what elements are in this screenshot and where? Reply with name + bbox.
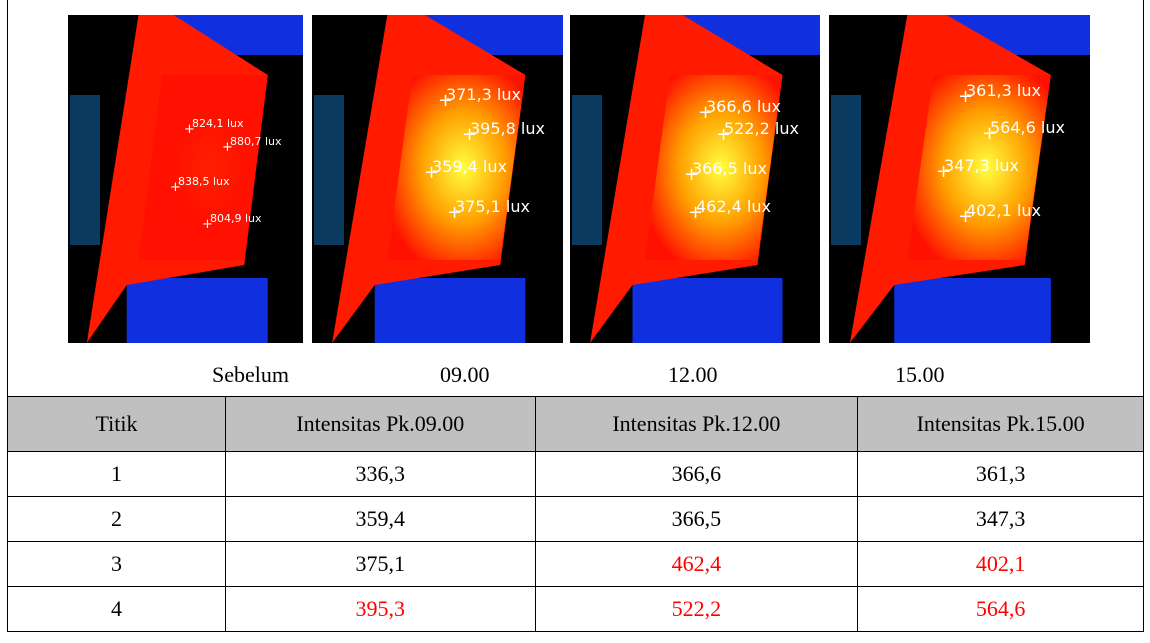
lux-label: 402,1 lux — [966, 201, 1041, 220]
table-cell: 1 — [8, 452, 226, 497]
table-cell: 366,6 — [535, 452, 858, 497]
blue-zone — [633, 278, 783, 343]
lux-label: 804,9 lux — [210, 212, 262, 225]
noise — [70, 95, 100, 245]
table-cell: 4 — [8, 587, 226, 632]
lux-label: 564,6 lux — [990, 118, 1065, 137]
image-caption: Sebelum — [212, 362, 289, 388]
thermal-image: +361,3 lux+564,6 lux+347,3 lux+402,1 lux — [829, 15, 1090, 343]
noise — [572, 95, 602, 245]
lux-label: 838,5 lux — [178, 175, 230, 188]
thermal-image: +366,6 lux+522,2 lux+366,5 lux+462,4 lux — [570, 15, 820, 343]
thermal-image: +371,3 lux+395,8 lux+359,4 lux+375,1 lux — [312, 15, 563, 343]
image-caption: 12.00 — [668, 362, 718, 388]
table-cell: 336,3 — [225, 452, 535, 497]
table-cell: 359,4 — [225, 497, 535, 542]
table-cell: 395,3 — [225, 587, 535, 632]
lux-label: 361,3 lux — [966, 81, 1041, 100]
image-caption: 09.00 — [440, 362, 490, 388]
lux-label: 366,6 lux — [706, 97, 781, 116]
header-cell: Intensitas Pk.15.00 — [858, 397, 1144, 452]
lux-label: 395,8 lux — [470, 119, 545, 138]
lux-label: 522,2 lux — [724, 119, 799, 138]
blue-zone — [127, 278, 268, 343]
table-cell: 375,1 — [225, 542, 535, 587]
blue-zone — [375, 278, 526, 343]
table-cell: 522,2 — [535, 587, 858, 632]
table-cell: 564,6 — [858, 587, 1144, 632]
image-caption: 15.00 — [895, 362, 945, 388]
lux-label: 462,4 lux — [696, 197, 771, 216]
table-cell: 3 — [8, 542, 226, 587]
blue-zone — [894, 278, 1051, 343]
table-cell: 2 — [8, 497, 226, 542]
table-cell: 361,3 — [858, 452, 1144, 497]
page: TitikIntensitas Pk.09.00Intensitas Pk.12… — [0, 0, 1150, 643]
header-cell: Titik — [8, 397, 226, 452]
lux-label: 359,4 lux — [432, 157, 507, 176]
thermal-image: +824,1 lux+880,7 lux+838,5 lux+804,9 lux — [68, 15, 303, 343]
lux-label: 347,3 lux — [944, 156, 1019, 175]
table-cell: 402,1 — [858, 542, 1144, 587]
header-cell: Intensitas Pk.09.00 — [225, 397, 535, 452]
lux-label: 371,3 lux — [446, 85, 521, 104]
header-cell: Intensitas Pk.12.00 — [535, 397, 858, 452]
noise — [314, 95, 344, 245]
lux-label: 366,5 lux — [692, 159, 767, 178]
table-cell: 462,4 — [535, 542, 858, 587]
lux-label: 880,7 lux — [230, 135, 282, 148]
table-cell: 347,3 — [858, 497, 1144, 542]
table-cell: 366,5 — [535, 497, 858, 542]
lux-label: 824,1 lux — [192, 117, 244, 130]
noise — [831, 95, 861, 245]
lux-label: 375,1 lux — [455, 197, 530, 216]
